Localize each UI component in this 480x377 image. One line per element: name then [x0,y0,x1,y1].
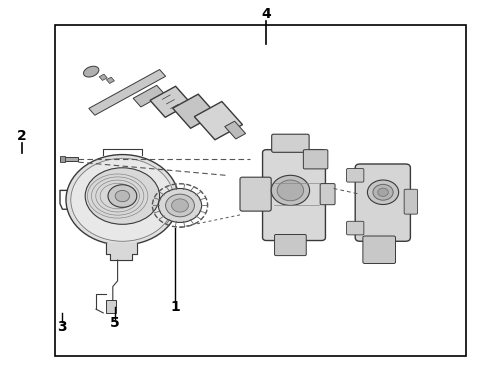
Polygon shape [107,77,114,83]
Ellipse shape [373,184,393,200]
Polygon shape [106,243,137,260]
Ellipse shape [115,190,130,202]
FancyBboxPatch shape [272,134,309,152]
Ellipse shape [277,180,303,201]
Ellipse shape [172,199,188,212]
Bar [60,156,65,162]
Polygon shape [99,74,107,80]
Polygon shape [133,85,165,107]
Text: 4: 4 [262,7,271,21]
Bar [55,25,466,356]
FancyBboxPatch shape [363,236,396,264]
Polygon shape [194,101,242,140]
Polygon shape [225,121,246,139]
Bar [60,157,78,161]
Polygon shape [173,94,216,128]
Text: 5: 5 [110,316,120,331]
FancyBboxPatch shape [320,184,335,205]
FancyBboxPatch shape [303,150,328,169]
FancyBboxPatch shape [240,177,271,211]
Ellipse shape [166,194,194,217]
Bar [106,300,116,313]
FancyBboxPatch shape [263,150,325,241]
Polygon shape [89,69,166,115]
Ellipse shape [271,175,310,205]
Text: 1: 1 [170,300,180,314]
Ellipse shape [66,155,179,245]
Ellipse shape [378,188,388,196]
Text: 2: 2 [17,129,26,144]
FancyBboxPatch shape [275,234,306,256]
Ellipse shape [158,188,202,222]
FancyBboxPatch shape [347,221,364,235]
FancyBboxPatch shape [355,164,410,241]
Ellipse shape [84,66,99,77]
Ellipse shape [368,180,399,204]
Polygon shape [150,86,191,117]
Ellipse shape [108,185,137,207]
Text: 3: 3 [58,320,67,334]
Ellipse shape [85,168,159,224]
FancyBboxPatch shape [404,189,418,214]
Ellipse shape [71,158,174,241]
FancyBboxPatch shape [347,169,364,182]
